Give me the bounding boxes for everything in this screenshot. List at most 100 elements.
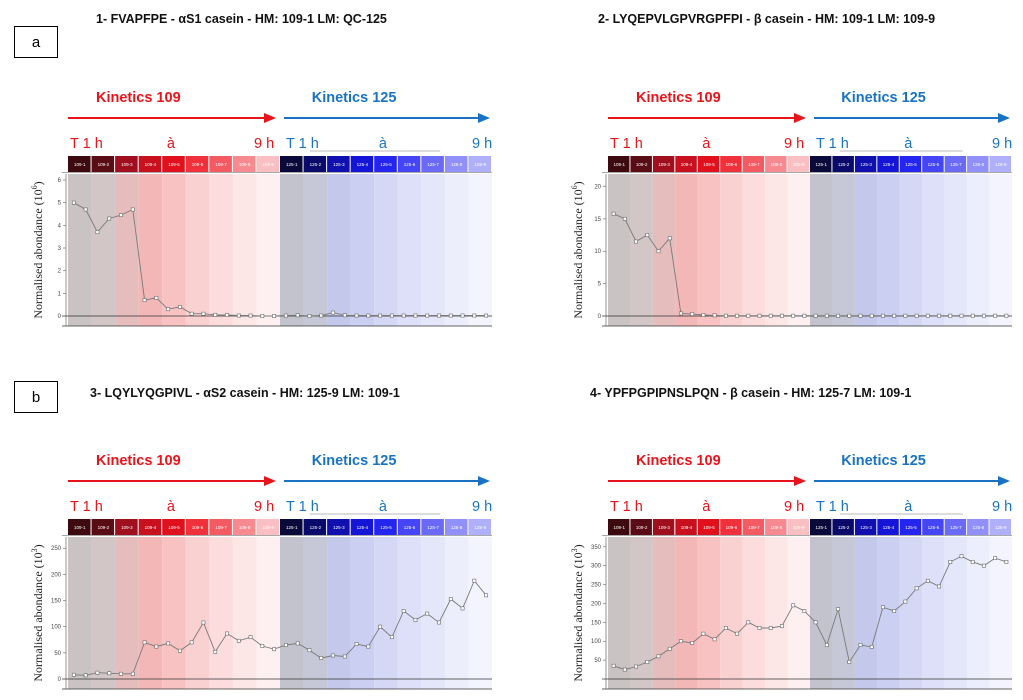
data-point: [119, 213, 123, 218]
data-point: [611, 211, 616, 216]
time-end-125: 9 h: [992, 136, 1012, 152]
data-point: [460, 606, 465, 611]
data-point: [260, 644, 265, 648]
band-109-1: [608, 174, 631, 326]
data-point: [319, 656, 324, 660]
kinetics-125-arrow-head: [998, 113, 1010, 123]
data-point: [802, 609, 807, 613]
cell-label-125-4: 125-4: [357, 162, 369, 167]
y-tick-label: 0: [58, 677, 62, 683]
cell-109-4: [675, 156, 697, 172]
data-point: [903, 599, 908, 604]
band-109-2: [630, 537, 653, 689]
chart-1-svg: Kinetics 109 Kinetics 125 T 1 h à 9 h T 1 h à 9…: [30, 90, 492, 327]
cell-label-109-4: 109-4: [145, 525, 157, 530]
cell-109-4: [675, 519, 697, 535]
data-point: [71, 200, 76, 205]
cell-125-4: [877, 156, 899, 172]
time-mid-125: à: [904, 499, 913, 515]
cell-109-3: [115, 156, 138, 172]
y-tick-label: 1: [58, 291, 62, 297]
band-125-2: [832, 537, 855, 689]
cell-label-125-7: 125-7: [950, 162, 962, 167]
band-125-3: [854, 174, 878, 326]
kinetics-109-arrow-head: [794, 113, 806, 123]
cell-125-4: [350, 519, 374, 535]
band-125-4: [350, 537, 375, 689]
data-point: [460, 313, 465, 318]
band-109-5: [162, 174, 186, 326]
y-tick-label: 300: [591, 564, 602, 570]
data-point: [354, 642, 359, 646]
data-point: [95, 230, 100, 235]
cell-label-125-2: 125-2: [838, 162, 850, 167]
y-tick-label: 5: [58, 201, 62, 207]
y-axis-label: Normalised abondance (103): [30, 544, 45, 681]
band-125-8: [444, 174, 469, 326]
data-point: [307, 648, 312, 653]
cell-label-109-1: 109-1: [613, 162, 625, 167]
cell-label-109-5: 109-5: [168, 162, 180, 167]
cell-109-5: [162, 519, 185, 535]
y-tick-label: 150: [51, 599, 62, 605]
cell-109-7: [742, 519, 765, 535]
band-125-9: [468, 537, 492, 689]
time-mid-109: à: [167, 499, 176, 515]
data-point: [667, 646, 672, 651]
data-point: [154, 295, 159, 300]
data-point: [119, 671, 123, 676]
cell-label-125-3: 125-3: [860, 525, 872, 530]
band-109-2: [91, 174, 116, 326]
band-109-8: [232, 537, 257, 689]
time-start-109: T 1 h: [610, 499, 643, 515]
cell-109-2: [91, 156, 115, 172]
band-109-5: [697, 537, 721, 689]
time-end-109: 9 h: [254, 499, 274, 515]
band-125-2: [303, 537, 328, 689]
time-start-125: T 1 h: [816, 499, 849, 515]
cell-125-7: [944, 156, 967, 172]
data-point: [892, 313, 897, 318]
series-line: [73, 579, 487, 676]
band-109-6: [185, 174, 210, 326]
cell-109-1: [68, 519, 91, 535]
time-end-125: 9 h: [472, 499, 492, 515]
data-point: [679, 311, 683, 316]
cell-label-109-7: 109-7: [748, 162, 760, 167]
cell-label-125-5: 125-5: [905, 162, 917, 167]
cell-109-1: [608, 519, 630, 535]
cell-125-9: [468, 156, 491, 172]
data-point: [425, 313, 430, 318]
cell-125-1: [810, 519, 832, 535]
cell-label-125-8: 125-8: [451, 525, 463, 530]
kinetics-125-arrow-head: [998, 476, 1010, 486]
panel-label-b: b: [14, 381, 58, 413]
data-point: [993, 313, 998, 318]
band-109-8: [765, 537, 788, 689]
band-109-7: [209, 174, 233, 326]
cell-label-125-4: 125-4: [883, 162, 895, 167]
cell-109-9: [787, 156, 809, 172]
band-109-1: [68, 174, 92, 326]
y-tick-label: 250: [51, 546, 62, 552]
cell-label-125-4: 125-4: [357, 525, 369, 530]
data-point: [937, 584, 941, 589]
data-point: [959, 313, 964, 318]
data-point: [437, 313, 441, 318]
kinetics-109-label: Kinetics 109: [96, 453, 181, 469]
time-mid-125: à: [904, 136, 913, 152]
data-point: [645, 660, 650, 664]
cell-109-4: [138, 519, 162, 535]
kinetics-125-label: Kinetics 125: [841, 90, 926, 106]
cell-label-109-2: 109-2: [636, 525, 648, 530]
data-point: [213, 312, 218, 317]
band-109-9: [787, 174, 810, 326]
band-109-8: [765, 174, 788, 326]
cell-label-125-7: 125-7: [950, 525, 962, 530]
band-125-9: [468, 174, 492, 326]
data-point: [142, 298, 147, 303]
chart-4: Kinetics 109 Kinetics 125 T 1 h à 9 h T 1 h à 9…: [552, 445, 1022, 695]
cell-125-2: [832, 519, 854, 535]
cell-label-125-8: 125-8: [973, 525, 985, 530]
band-109-6: [720, 174, 743, 326]
